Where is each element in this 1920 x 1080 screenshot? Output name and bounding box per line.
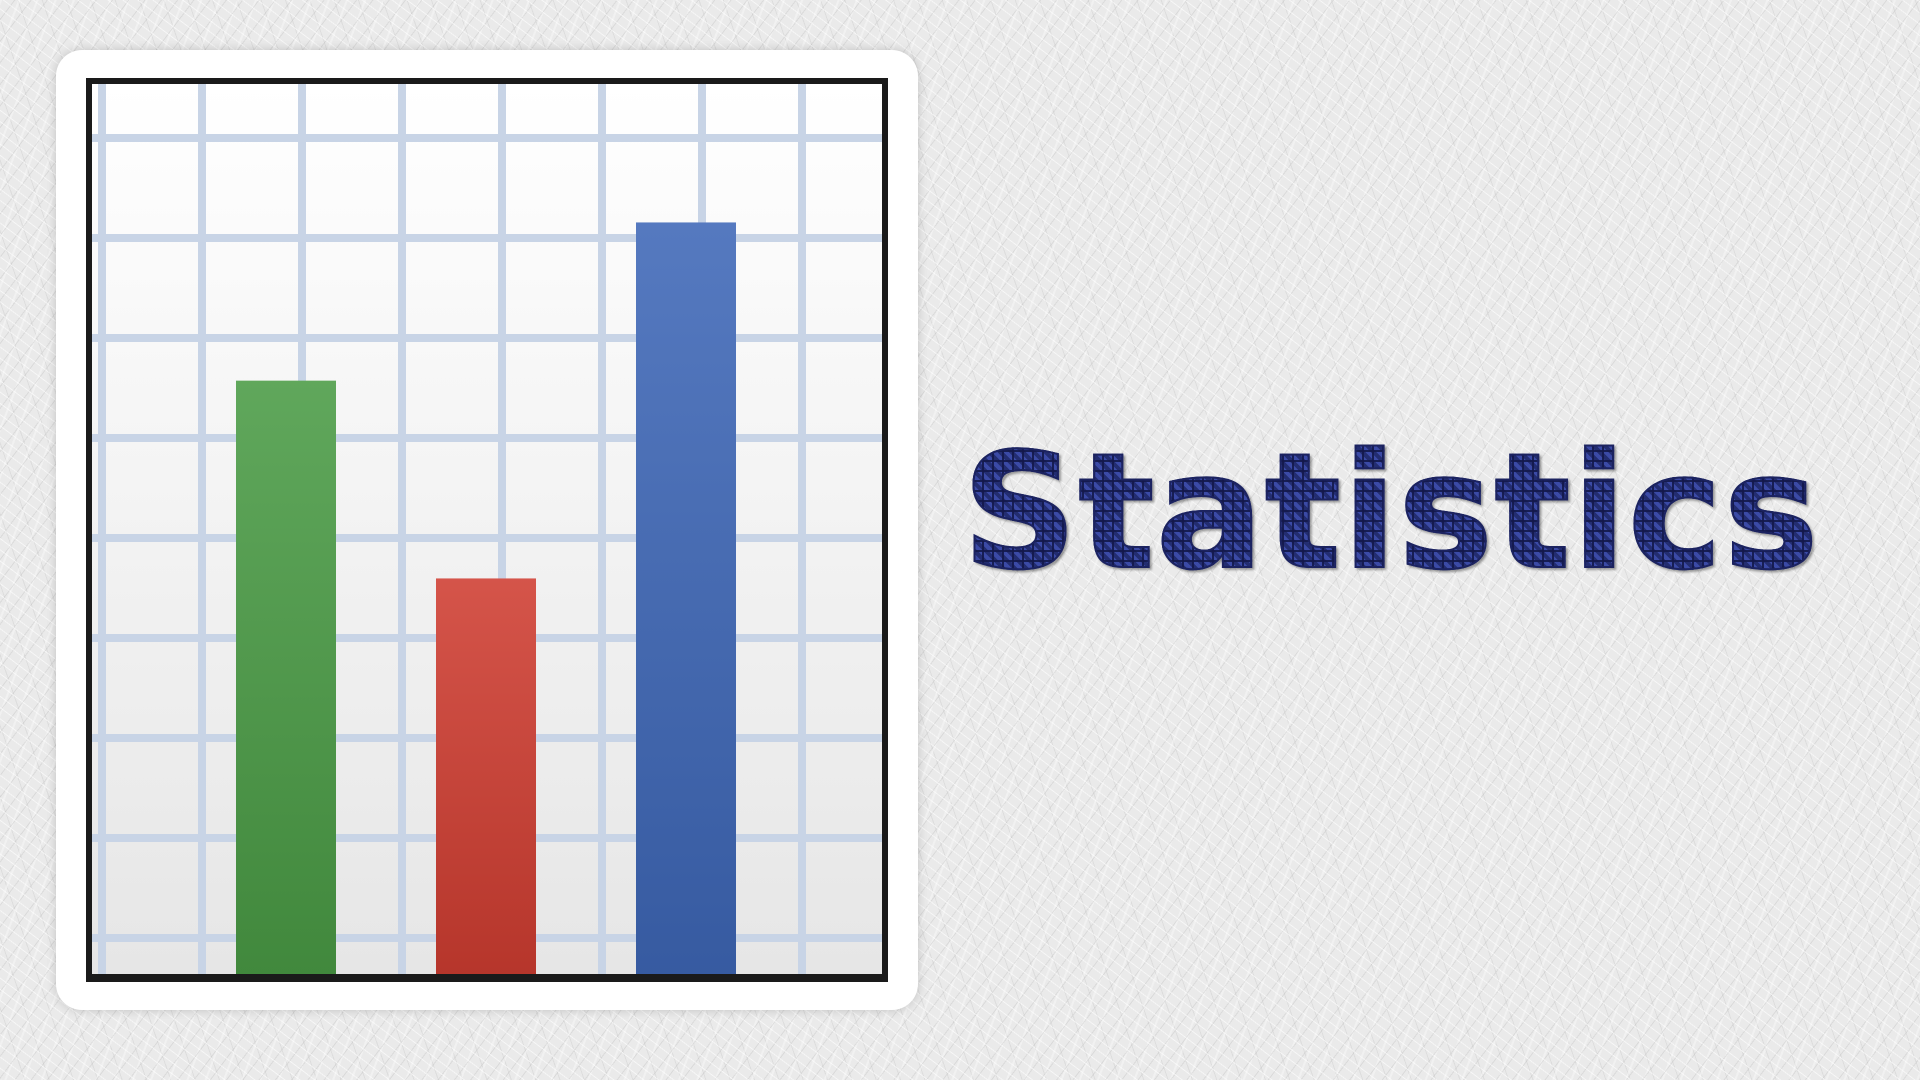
page-title: Statistics xyxy=(961,418,1820,605)
chart-bar-shade xyxy=(636,222,736,974)
chart-bar-shade xyxy=(236,380,336,975)
bar-chart-icon xyxy=(86,78,888,982)
chart-icon-frame xyxy=(56,50,918,1010)
chart-bar-shade xyxy=(436,578,536,974)
chart-bars xyxy=(236,222,736,975)
